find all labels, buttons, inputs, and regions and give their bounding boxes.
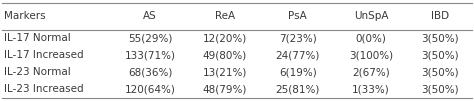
Text: IL-17 Normal: IL-17 Normal — [4, 33, 71, 43]
Text: 25(81%): 25(81%) — [275, 84, 320, 94]
Text: 48(79%): 48(79%) — [202, 84, 247, 94]
Text: IL-17 Increased: IL-17 Increased — [4, 50, 84, 60]
Text: 7(23%): 7(23%) — [279, 33, 317, 43]
Text: IBD: IBD — [431, 11, 449, 21]
Text: 3(100%): 3(100%) — [349, 50, 393, 60]
Text: 0(0%): 0(0%) — [356, 33, 386, 43]
Text: 3(50%): 3(50%) — [421, 67, 459, 77]
Text: 133(71%): 133(71%) — [125, 50, 175, 60]
Text: 55(29%): 55(29%) — [128, 33, 172, 43]
Text: Markers: Markers — [4, 11, 46, 21]
Text: 24(77%): 24(77%) — [275, 50, 320, 60]
Text: PsA: PsA — [288, 11, 307, 21]
Text: 120(64%): 120(64%) — [125, 84, 175, 94]
Text: 6(19%): 6(19%) — [279, 67, 317, 77]
Text: ReA: ReA — [215, 11, 235, 21]
Text: 49(80%): 49(80%) — [202, 50, 246, 60]
Text: 2(67%): 2(67%) — [352, 67, 390, 77]
Text: 12(20%): 12(20%) — [202, 33, 246, 43]
Text: 3(50%): 3(50%) — [421, 50, 459, 60]
Text: 3(50%): 3(50%) — [421, 84, 459, 94]
Text: 68(36%): 68(36%) — [128, 67, 172, 77]
Text: AS: AS — [143, 11, 157, 21]
Text: 3(50%): 3(50%) — [421, 33, 459, 43]
Text: 13(21%): 13(21%) — [202, 67, 247, 77]
Text: UnSpA: UnSpA — [354, 11, 388, 21]
Text: IL-23 Increased: IL-23 Increased — [4, 84, 84, 94]
Text: IL-23 Normal: IL-23 Normal — [4, 67, 71, 77]
Text: 1(33%): 1(33%) — [352, 84, 390, 94]
